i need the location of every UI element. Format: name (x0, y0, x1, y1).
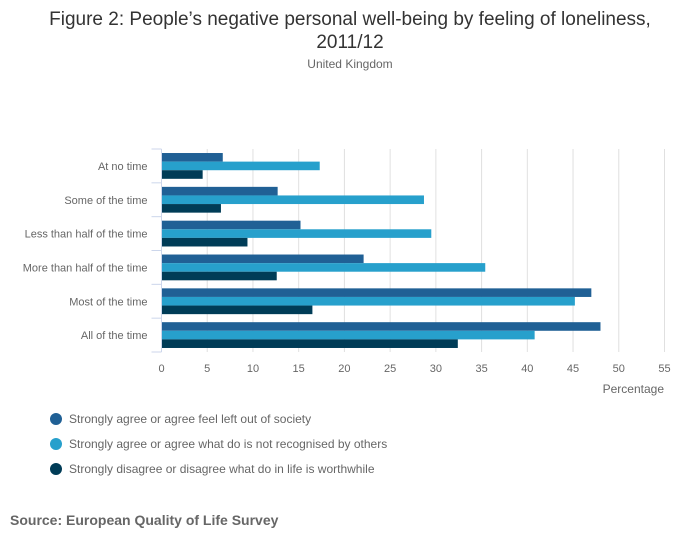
y-tick-label: Some of the time (64, 195, 147, 207)
y-axis: At no time Some of the time Less than half… (23, 148, 162, 353)
x-tick-label: 30 (430, 363, 442, 375)
legend-dot-icon (50, 412, 62, 425)
x-tick-label: 55 (658, 363, 670, 375)
x-tick-label: 20 (338, 363, 350, 375)
bar[interactable] (161, 296, 575, 306)
legend-label: Strongly agree or agree what do is not r… (69, 436, 388, 451)
bar[interactable] (161, 220, 301, 230)
bar[interactable] (161, 170, 203, 179)
x-tick-label: 50 (613, 363, 625, 375)
bar[interactable] (161, 254, 364, 264)
chart-subtitle: United Kingdom (307, 57, 393, 71)
x-tick-label: 15 (293, 363, 305, 375)
legend-label: Strongly disagree or disagree what do in… (69, 461, 375, 476)
source-note: Source: European Quality of Life Survey (10, 512, 279, 528)
bars (161, 153, 601, 348)
bar[interactable] (161, 186, 278, 196)
chart-title-line-2: 2011/12 (316, 32, 384, 53)
bar[interactable] (161, 271, 277, 281)
bar[interactable] (161, 305, 313, 315)
gridlines (206, 149, 665, 352)
x-axis-label: Percentage (603, 382, 665, 396)
x-tick-label: 45 (567, 363, 579, 375)
y-tick-label: All of the time (81, 330, 148, 342)
bar[interactable] (161, 195, 424, 205)
x-tick-label: 0 (158, 363, 164, 375)
bar[interactable] (161, 288, 592, 297)
x-tick-label: 40 (521, 363, 533, 375)
chart-title: Figure 2: People’s negative personal wel… (0, 8, 700, 54)
y-tick-label: At no time (98, 161, 148, 173)
legend: Strongly agree or agree feel left out of… (50, 406, 387, 481)
x-tick-label: 5 (204, 363, 210, 375)
legend-item[interactable]: Strongly agree or agree what do is not r… (50, 431, 387, 456)
chart-title-line-1: Figure 2: People’s negative personal wel… (49, 9, 651, 30)
x-axis: 0 5 10 15 20 25 30 35 40 45 50 55 (158, 363, 670, 375)
bar[interactable] (161, 263, 486, 272)
legend-item[interactable]: Strongly disagree or disagree what do in… (50, 456, 387, 481)
bar[interactable] (161, 229, 432, 238)
bar[interactable] (161, 339, 458, 348)
y-tick-label: Less than half of the time (25, 229, 148, 241)
bar[interactable] (161, 322, 601, 331)
bar[interactable] (161, 153, 223, 162)
legend-dot-icon (50, 462, 62, 475)
legend-item[interactable]: Strongly agree or agree feel left out of… (50, 406, 387, 431)
legend-dot-icon (50, 437, 62, 450)
x-tick-label: 25 (384, 363, 396, 375)
bar[interactable] (161, 204, 221, 213)
x-tick-label: 10 (247, 363, 259, 375)
y-tick-label: More than half of the time (23, 262, 148, 274)
bar[interactable] (161, 161, 320, 171)
y-tick-label: Most of the time (69, 296, 147, 308)
bar[interactable] (161, 330, 535, 340)
legend-label: Strongly agree or agree feel left out of… (69, 411, 312, 426)
bar[interactable] (161, 237, 248, 247)
x-tick-label: 35 (475, 363, 487, 375)
